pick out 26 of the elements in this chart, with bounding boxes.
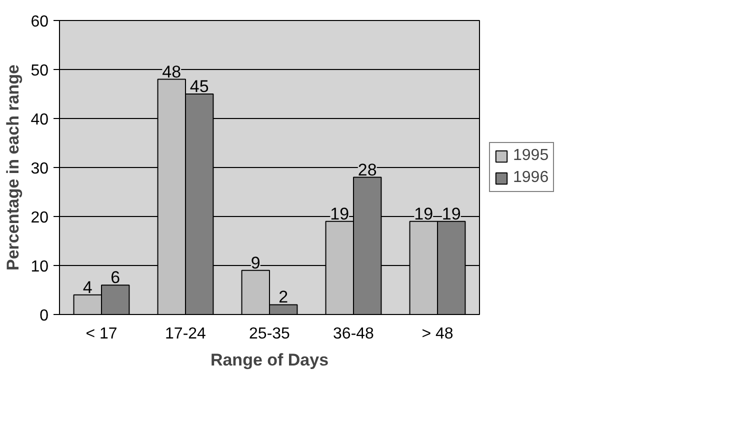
data-label: 48: [162, 62, 182, 82]
x-tick-label: 17-24: [165, 326, 206, 342]
x-tick-label: 25-35: [249, 326, 290, 342]
data-label: 28: [358, 160, 377, 180]
legend-label: 1996: [513, 169, 549, 187]
y-tick-label: 40: [30, 112, 49, 128]
y-tick-label: 50: [30, 62, 49, 80]
data-label: 19: [442, 204, 461, 224]
data-label: 2: [278, 288, 288, 307]
data-label: 45: [190, 77, 209, 96]
y-tick-label: 30: [30, 160, 49, 178]
data-label: 9: [250, 253, 260, 272]
y-axis-title: Percentage in each range: [4, 64, 23, 270]
y-tick-label: 20: [30, 210, 49, 226]
x-tick-label: 36-48: [333, 326, 374, 342]
y-tick-label: 0: [40, 308, 49, 324]
x-axis-title: Range of Days: [210, 350, 329, 370]
y-tick-label: 60: [30, 14, 49, 30]
x-tick-label: < 17: [86, 326, 118, 342]
legend-label: 1995: [513, 147, 549, 165]
data-label: 19: [414, 204, 434, 224]
data-label: 4: [82, 278, 92, 297]
data-label: 19: [330, 204, 350, 224]
data-label: 6: [110, 268, 120, 288]
x-tick-label: > 48: [422, 326, 454, 342]
y-tick-label: 10: [30, 258, 49, 276]
